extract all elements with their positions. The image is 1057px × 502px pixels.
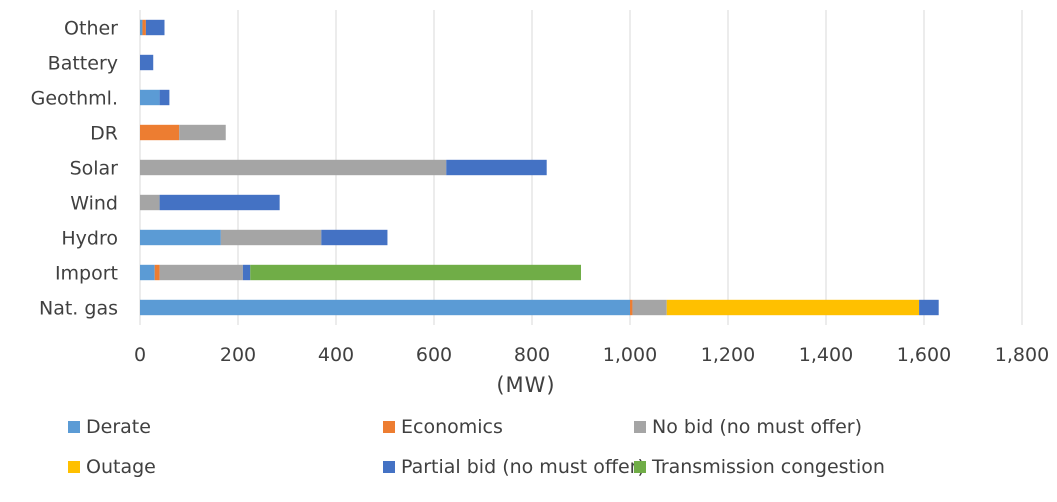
legend-swatch [634, 461, 646, 473]
x-tick-label: 200 [220, 344, 256, 366]
legend-swatch [634, 421, 646, 433]
legend-label: Derate [86, 416, 151, 438]
bar-segment [154, 264, 160, 281]
legend-item: Transmission congestion [634, 456, 885, 478]
category-label: Nat. gas [39, 298, 118, 320]
x-tick-label: 1,000 [603, 344, 657, 366]
bar-segment [142, 19, 146, 36]
x-tick-label: 0 [134, 344, 146, 366]
category-label: Other [64, 18, 118, 40]
x-tick-label: 1,800 [995, 344, 1049, 366]
bar-segment [220, 229, 322, 246]
x-tick-labels: 0 200 400 600 800 1,000 1,200 1,400 1,600 1,800 [134, 344, 1049, 366]
legend-swatch [68, 461, 80, 473]
bar-segment [140, 159, 447, 176]
legend-label: Transmission congestion [652, 456, 885, 478]
bar-segment [179, 124, 226, 141]
legend-label: No bid (no must offer) [652, 416, 863, 438]
x-tick-label: 1,400 [799, 344, 853, 366]
bar-segment [321, 229, 388, 246]
bar-segment [630, 299, 633, 316]
category-label: Battery [48, 53, 118, 75]
bar-segment [140, 89, 160, 106]
bars [140, 19, 939, 316]
x-tick-label: 1,600 [897, 344, 951, 366]
legend-label: Outage [86, 456, 156, 478]
legend-swatch [383, 421, 395, 433]
x-axis-title: (MW) [496, 373, 555, 397]
legend-label: Economics [401, 416, 503, 438]
legend-swatch [383, 461, 395, 473]
bar-segment [140, 194, 160, 211]
bar-segment [159, 194, 280, 211]
x-tick-label: 800 [514, 344, 550, 366]
bar-segment [140, 229, 221, 246]
legend-label: Partial bid (no must offer) [401, 456, 645, 478]
legend-swatch [68, 421, 80, 433]
bar-segment [140, 264, 155, 281]
x-tick-label: 600 [416, 344, 452, 366]
bar-segment [145, 19, 165, 36]
bar-segment [159, 264, 243, 281]
bar-segment [919, 299, 939, 316]
bar-segment [250, 264, 581, 281]
bar-segment [666, 299, 920, 316]
category-label: Wind [70, 193, 118, 215]
legend-item: Outage [68, 456, 156, 478]
stacked-bar-chart: Nat. gas Import Hydro Wind Solar DR Geothml. Ba… [31, 10, 1049, 397]
bar-segment [242, 264, 251, 281]
legend-item: Economics [383, 416, 503, 438]
bar-segment [632, 299, 667, 316]
category-label: Solar [70, 158, 119, 180]
bar-segment [140, 19, 143, 36]
bar-segment [159, 89, 170, 106]
category-label: Geothml. [31, 88, 118, 110]
bar-segment [140, 124, 180, 141]
category-label: Hydro [61, 228, 118, 250]
legend-item: No bid (no must offer) [634, 416, 862, 438]
x-tick-label: 400 [318, 344, 354, 366]
bar-segment [140, 54, 154, 71]
category-label: DR [90, 123, 118, 145]
bar-segment [446, 159, 547, 176]
legend-item: Derate [68, 416, 151, 438]
x-tick-label: 1,200 [701, 344, 755, 366]
bar-segment [140, 299, 630, 316]
category-labels: Nat. gas Import Hydro Wind Solar DR Geothml. Ba… [31, 18, 119, 320]
legend-item: Partial bid (no must offer) [383, 456, 645, 478]
category-label: Import [55, 263, 118, 285]
